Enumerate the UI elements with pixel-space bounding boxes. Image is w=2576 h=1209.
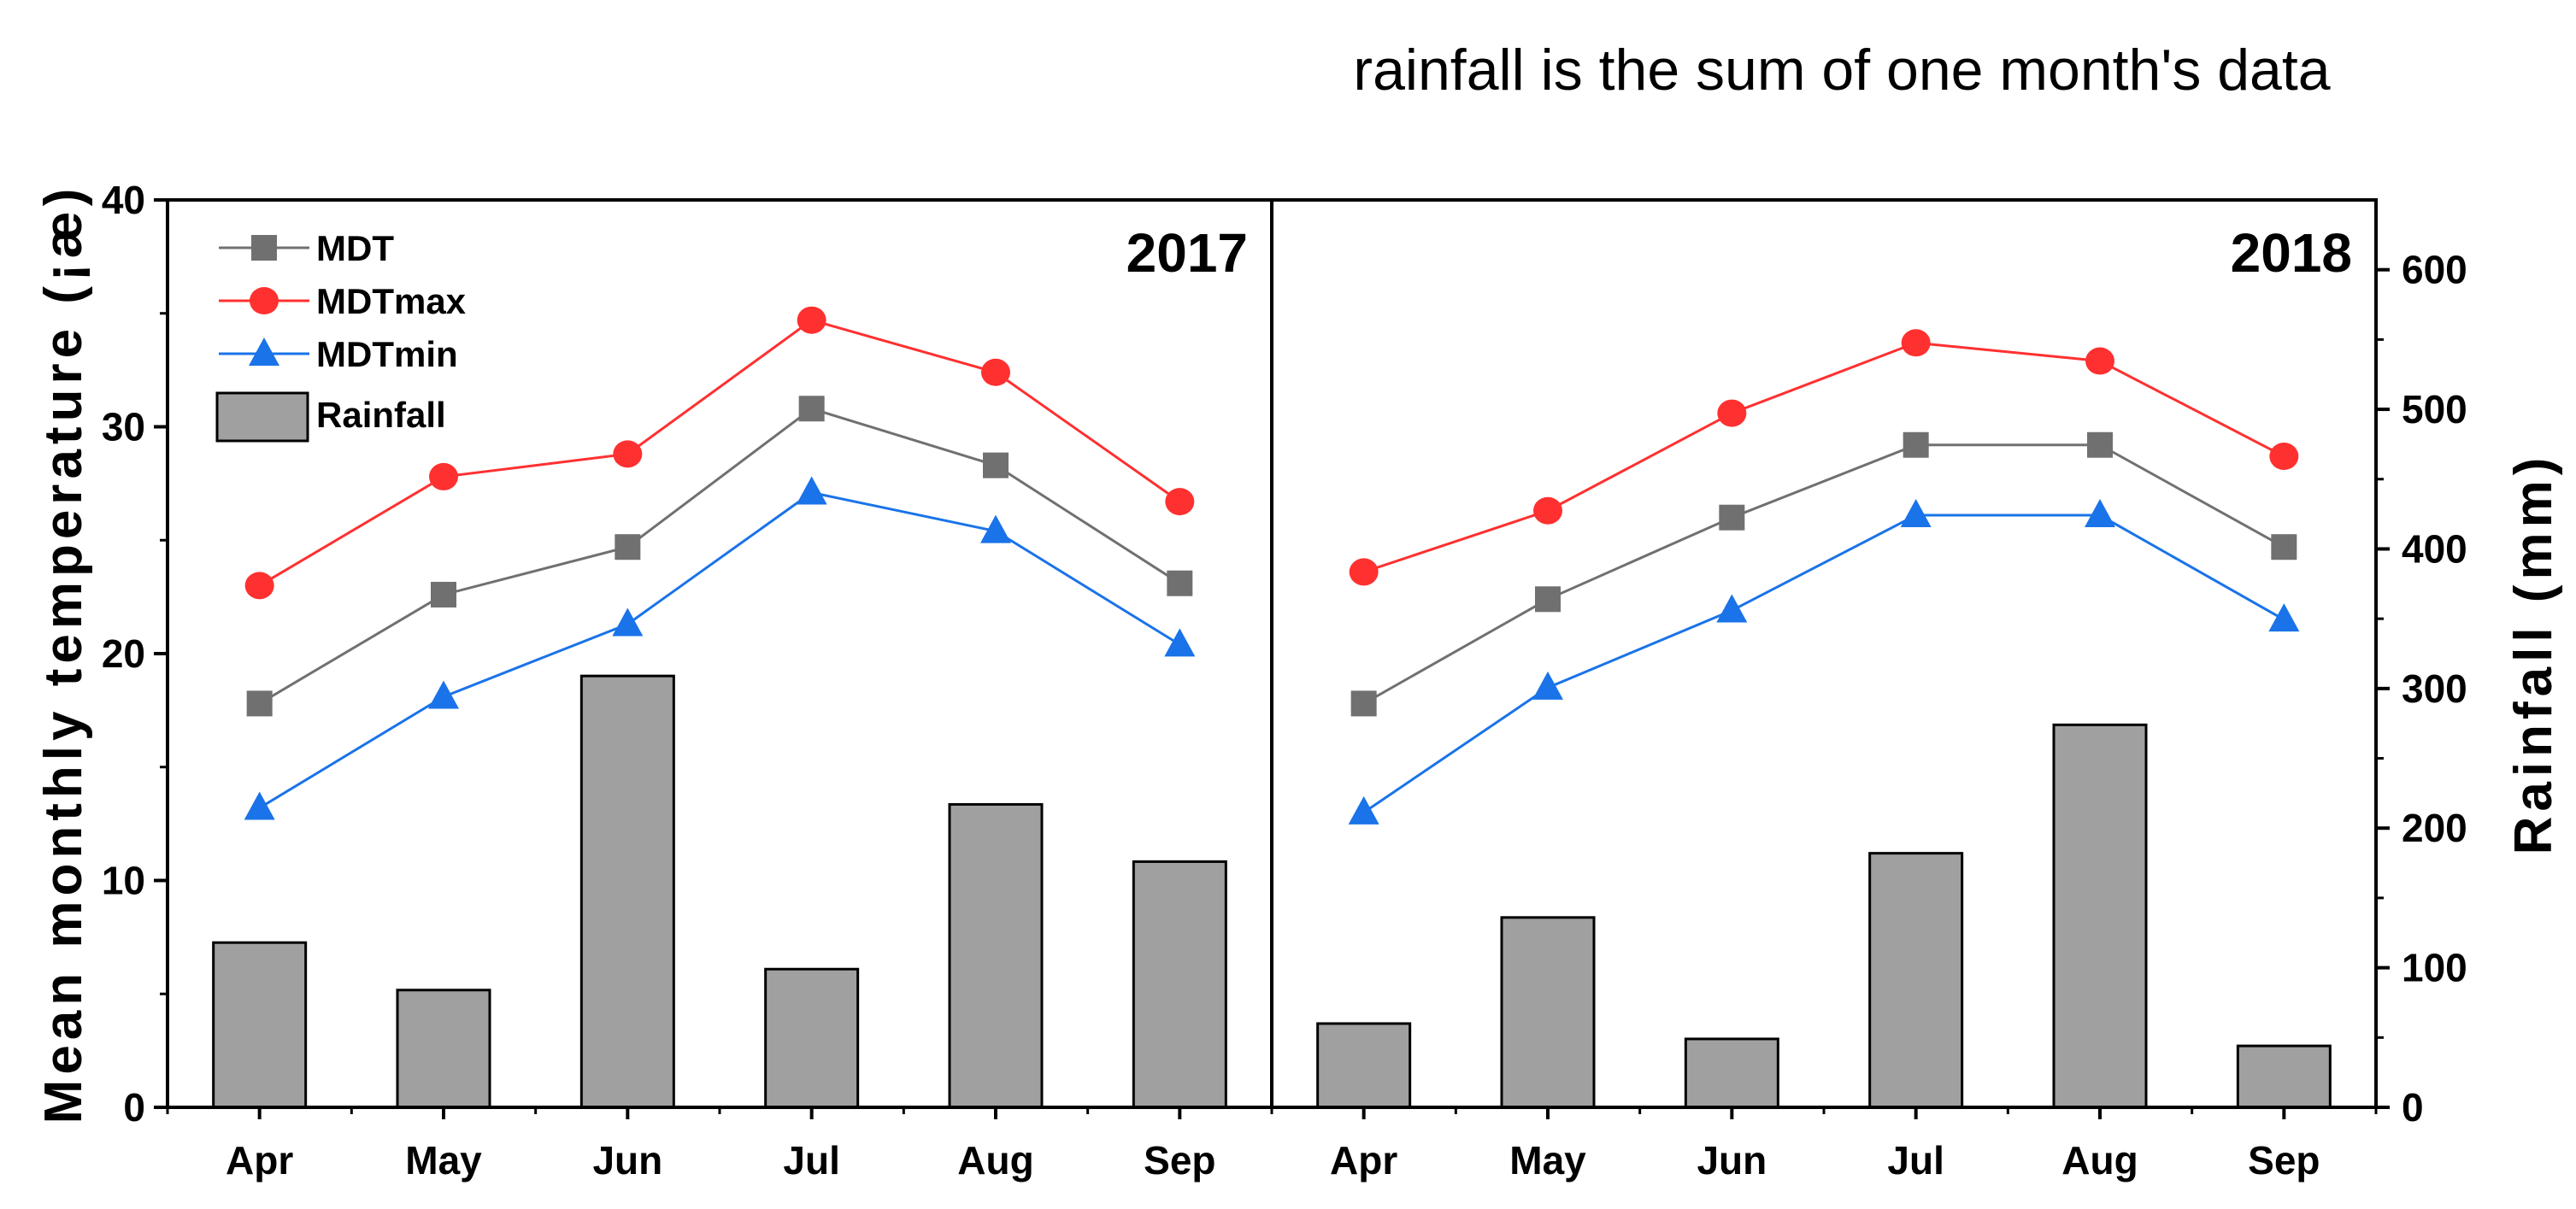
y-left-tick-label-10: 10	[102, 859, 145, 903]
x-tick-label-2018-aug: Aug	[2061, 1138, 2138, 1183]
rainfall-bar-2017-jul	[764, 967, 860, 1109]
legend-label-rainfall: Rainfall	[316, 395, 446, 435]
mdtmax-line-2017	[258, 319, 1181, 587]
x-tick-label-2018-may: May	[1509, 1138, 1586, 1183]
mdtmin-point-2018-jul	[1900, 499, 1932, 528]
mdt-point-2018-sep	[2271, 534, 2297, 560]
temperature-lines	[244, 306, 2300, 825]
x-tick-label-2017-apr: Apr	[226, 1138, 293, 1183]
legend-marker-mdtmin	[249, 337, 279, 366]
mdtmax-point-2017-jun	[613, 440, 643, 468]
x-tick-label-2018-sep: Sep	[2248, 1138, 2320, 1183]
y-right-tick-label-500: 500	[2402, 387, 2467, 431]
mdt-point-2017-apr	[246, 690, 273, 717]
legend-label-mdt: MDT	[316, 228, 394, 268]
mdt-point-2017-sep	[1167, 570, 1193, 596]
legend-label-mdtmin: MDTmin	[316, 334, 458, 374]
legend-marker-mdt	[251, 235, 277, 261]
mdtmin-line-2017	[258, 490, 1181, 809]
mdtmax-point-2018-sep	[2269, 443, 2299, 471]
rainfall-bar-2017-jun	[579, 674, 675, 1109]
x-tick-label-2017-jul: Jul	[783, 1138, 839, 1183]
mdtmin-point-2017-apr	[244, 791, 275, 820]
mdtmax-point-2017-may	[429, 462, 458, 490]
plot-area: 2017 2018	[166, 198, 2378, 1109]
mdtmax-point-2018-jul	[1901, 329, 1931, 357]
rainfall-bar-2018-sep	[2236, 1044, 2332, 1109]
legend-label-mdtmax: MDTmax	[316, 281, 467, 321]
mdtmin-point-2017-aug	[980, 514, 1011, 543]
x-tick-label-2017-may: May	[405, 1138, 482, 1183]
y-left-tick-label-30: 30	[102, 405, 145, 449]
x-tick-label-2017-jun: Jun	[592, 1138, 662, 1183]
chart-note: rainfall is the sum of one month's data	[1353, 38, 2330, 103]
rainfall-bar-2017-sep	[1132, 860, 1227, 1109]
y-right-tick-label-300: 300	[2402, 666, 2467, 711]
mdtmin-point-2018-aug	[2085, 499, 2115, 528]
mdt-point-2018-jul	[1903, 431, 1929, 458]
mdtmin-point-2018-sep	[2268, 603, 2300, 632]
mdt-point-2017-jun	[615, 534, 641, 560]
mdtmax-point-2017-apr	[244, 572, 274, 600]
y-right-tick-label-600: 600	[2402, 248, 2467, 292]
mdtmin-point-2017-sep	[1164, 628, 1196, 657]
mdtmax-point-2017-jul	[797, 306, 826, 334]
x-tick-label-2018-jun: Jun	[1697, 1138, 1767, 1183]
y-right-tick-label-200: 200	[2402, 806, 2467, 850]
y-axis-title-right: Rainfall (mm)	[2504, 453, 2563, 855]
legend: MDT MDTmax MDTmin Rainfall	[215, 228, 467, 443]
mdtmax-point-2017-aug	[981, 358, 1010, 386]
mdtmax-point-2017-sep	[1165, 488, 1195, 516]
mdt-line-2018	[1362, 443, 2285, 705]
axes: Apr May Jun Jul Aug Sep Apr May Jun Jul Aug Sep 0 10 2…	[102, 178, 2467, 1183]
panel-label-2018: 2018	[2231, 222, 2352, 284]
mdtmin-point-2018-jun	[1716, 594, 1748, 623]
mdt-point-2017-aug	[983, 452, 1009, 478]
rainfall-bar-2018-may	[1500, 916, 1596, 1109]
legend-swatch-rainfall	[215, 391, 309, 443]
rainfall-bar-2017-may	[396, 989, 491, 1109]
y-right-tick-label-0: 0	[2402, 1085, 2424, 1130]
mdt-point-2018-aug	[2087, 431, 2113, 458]
rainfall-bar-2018-jul	[1868, 852, 1964, 1109]
mdt-point-2017-jul	[798, 396, 825, 422]
rainfall-bar-2018-jun	[1684, 1037, 1779, 1109]
mdtmax-point-2018-may	[1533, 496, 1562, 525]
mdtmin-point-2017-jul	[796, 476, 827, 505]
y-right-tick-label-100: 100	[2402, 946, 2467, 990]
mdtmax-point-2018-jun	[1717, 399, 1747, 427]
rainfall-bar-2017-aug	[948, 802, 1044, 1109]
mdtmin-point-2017-may	[428, 680, 459, 709]
mdtmin-point-2018-may	[1532, 671, 1563, 700]
y-left-tick-label-20: 20	[102, 631, 145, 676]
rainfall-bars	[212, 674, 2332, 1109]
rainfall-bar-2018-apr	[1316, 1022, 1412, 1109]
x-tick-label-2018-apr: Apr	[1330, 1138, 1397, 1183]
rainfall-bar-2017-apr	[212, 941, 308, 1109]
x-tick-label-2018-jul: Jul	[1887, 1138, 1944, 1183]
mdtmin-line-2018	[1362, 514, 2285, 814]
y-left-tick-label-0: 0	[123, 1085, 145, 1130]
mdtmax-point-2018-apr	[1349, 558, 1379, 586]
x-tick-label-2017-sep: Sep	[1144, 1138, 1215, 1183]
mdt-point-2018-jun	[1719, 504, 1745, 531]
mdt-point-2018-apr	[1350, 690, 1377, 717]
rainfall-bar-2018-aug	[2052, 723, 2148, 1109]
mdtmin-point-2018-apr	[1348, 795, 1379, 825]
panel-label-2017: 2017	[1126, 222, 1248, 284]
y-axis-title-left: Mean monthly temperature (¡æ)	[34, 184, 93, 1124]
x-tick-label-2017-aug: Aug	[957, 1138, 1033, 1183]
mdtmax-point-2018-aug	[2085, 347, 2114, 375]
mdt-point-2018-may	[1535, 586, 1561, 613]
y-right-tick-label-400: 400	[2402, 526, 2467, 571]
mdt-line-2017	[258, 407, 1181, 705]
legend-marker-mdtmax	[250, 287, 279, 314]
mdt-point-2017-may	[431, 581, 456, 607]
y-left-tick-label-40: 40	[102, 178, 145, 222]
mdtmax-line-2018	[1363, 341, 2285, 573]
mdtmin-point-2017-jun	[612, 607, 644, 637]
